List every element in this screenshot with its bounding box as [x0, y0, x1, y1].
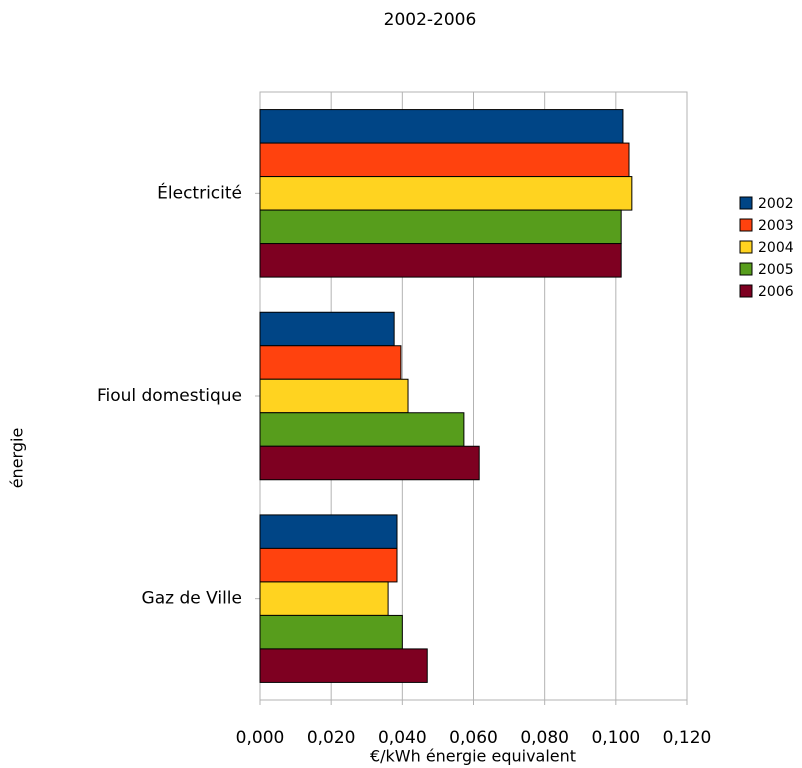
bar: [259, 345, 402, 380]
x-tick-label: 0,080: [520, 728, 569, 748]
y-tick-label: Électricité: [157, 181, 242, 203]
x-tick-label: 0,020: [307, 728, 356, 748]
bar: [259, 614, 403, 650]
bar: [259, 412, 465, 447]
bar: [259, 311, 395, 347]
x-tick-label: 0,100: [591, 728, 640, 748]
legend-swatch: [739, 240, 753, 254]
x-tick-label: 0,060: [449, 728, 498, 748]
bar: [259, 109, 624, 144]
legend-label: 2004: [758, 240, 794, 256]
legend-swatch: [739, 196, 753, 210]
x-tick-label: 0,120: [663, 728, 712, 748]
x-tick-label: 0,000: [236, 728, 285, 748]
y-tick-label: Fioul domestique: [97, 386, 242, 406]
bar: [259, 209, 622, 245]
bar: [259, 648, 428, 683]
bar: [259, 142, 630, 178]
legend-label: 2003: [758, 218, 794, 234]
y-tick-label: Gaz de Ville: [142, 589, 242, 609]
bar: [259, 445, 480, 481]
bar: [259, 378, 409, 414]
bar: [259, 547, 398, 583]
bar: [259, 176, 633, 211]
legend-label: 2002: [758, 196, 794, 212]
chart-title: 2002-2006: [384, 10, 477, 30]
legend-label: 2005: [758, 262, 794, 278]
x-axis-label: €/kWh énergie equivalent: [370, 747, 576, 766]
legend-swatch: [739, 284, 753, 298]
legend-label: 2006: [758, 284, 794, 300]
bar: [259, 514, 398, 549]
bar: [259, 581, 389, 616]
x-tick-label: 0,040: [378, 728, 427, 748]
y-axis-label: énergie: [8, 428, 27, 489]
bar: [259, 243, 622, 278]
legend-swatch: [739, 262, 753, 276]
legend-swatch: [739, 218, 753, 232]
